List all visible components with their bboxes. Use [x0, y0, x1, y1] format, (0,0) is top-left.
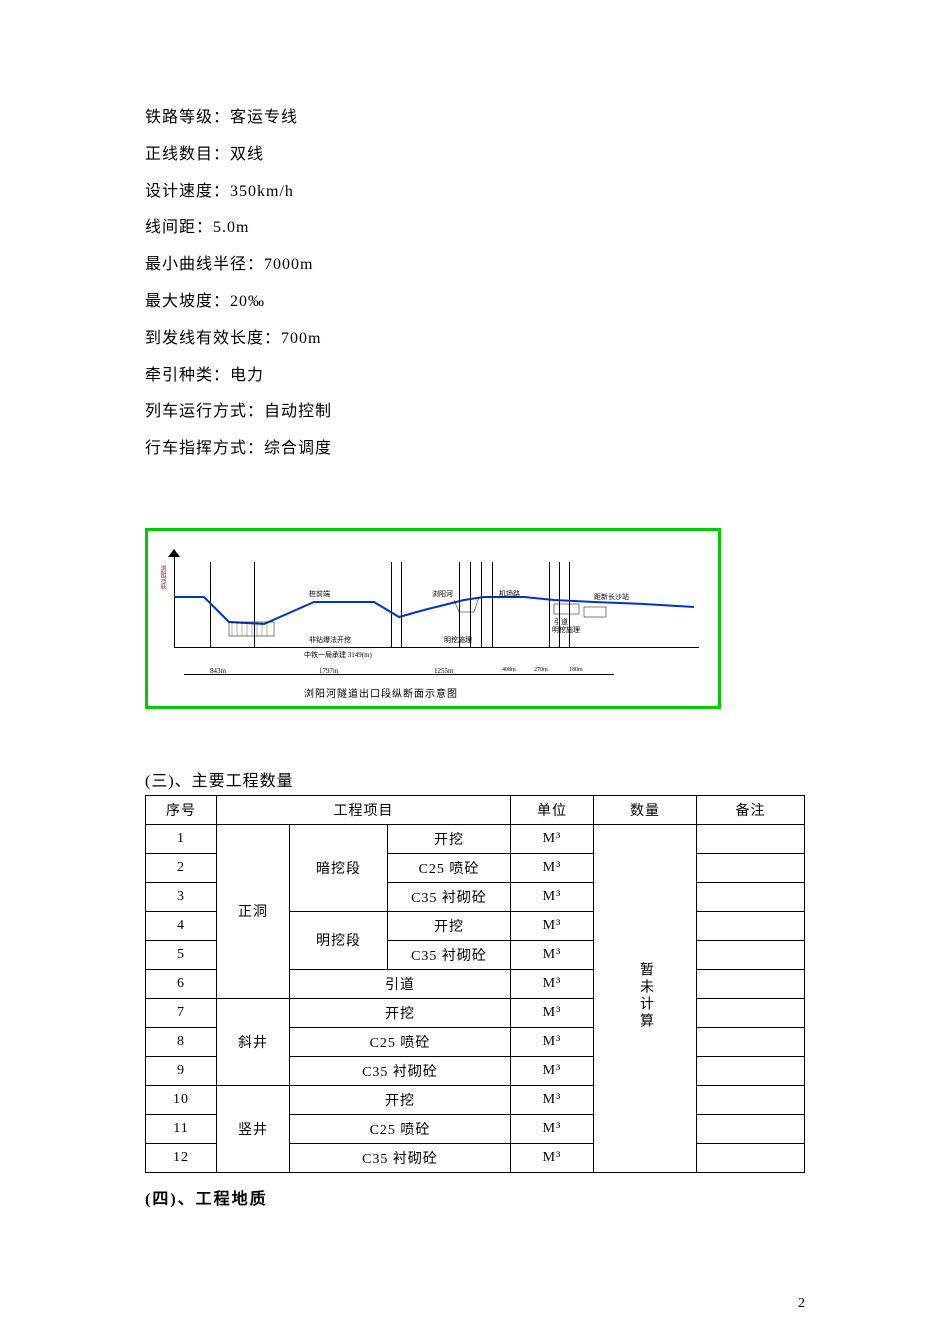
- spec-line: 最小曲线半径：7000m: [145, 247, 805, 284]
- cell-note: [697, 969, 805, 998]
- cell-no: 3: [146, 882, 217, 911]
- spec-line: 铁路等级：客运专线: [145, 100, 805, 137]
- dim: 1797m: [319, 667, 338, 675]
- cell-note: [697, 911, 805, 940]
- cell-unit: M³: [511, 1056, 594, 1085]
- cell-no: 6: [146, 969, 217, 998]
- th-note: 备注: [697, 795, 805, 824]
- cell-cat1: 斜井: [217, 998, 290, 1085]
- cell-note: [697, 1143, 805, 1172]
- diagram-label: 机场路: [499, 589, 520, 599]
- cell-no: 10: [146, 1085, 217, 1114]
- cell-item: C25 喷砼: [388, 853, 511, 882]
- cell-unit: M³: [511, 824, 594, 853]
- cell-no: 12: [146, 1143, 217, 1172]
- dim: 270m: [534, 667, 548, 673]
- th-no: 序号: [146, 795, 217, 824]
- spec-list: 铁路等级：客运专线 正线数目：双线 设计速度：350km/h 线间距：5.0m …: [145, 100, 805, 468]
- cell-no: 4: [146, 911, 217, 940]
- spec-line: 牵引种类：电力: [145, 358, 805, 395]
- diagram-label: 距新长沙站: [594, 592, 629, 602]
- dim: 1255m: [434, 667, 453, 675]
- cell-no: 11: [146, 1114, 217, 1143]
- cell-item: C25 喷砼: [290, 1114, 511, 1143]
- cell-no: 8: [146, 1027, 217, 1056]
- cell-unit: M³: [511, 1143, 594, 1172]
- cell-unit: M³: [511, 882, 594, 911]
- cell-no: 5: [146, 940, 217, 969]
- section-4-title: (四)、工程地质: [145, 1185, 805, 1209]
- spec-line: 最大坡度：20‰: [145, 284, 805, 321]
- dim: 843m: [210, 667, 226, 675]
- cell-note: [697, 882, 805, 911]
- spec-line: 设计速度：350km/h: [145, 174, 805, 211]
- cell-item: 开挖: [388, 824, 511, 853]
- spec-line: 行车指挥方式：综合调度: [145, 431, 805, 468]
- cell-item: C25 喷砼: [290, 1027, 511, 1056]
- cell-item: 开挖: [290, 1085, 511, 1114]
- cell-cat2: 暗挖段: [290, 824, 388, 911]
- cell-note: [697, 1056, 805, 1085]
- cell-note: [697, 853, 805, 882]
- cell-item: C35 衬砌砼: [290, 1143, 511, 1172]
- spec-line: 线间距：5.0m: [145, 210, 805, 247]
- cell-note: [697, 1114, 805, 1143]
- dim: 408m: [502, 667, 516, 673]
- cell-item: 开挖: [290, 998, 511, 1027]
- cell-unit: M³: [511, 1027, 594, 1056]
- cell-unit: M³: [511, 1085, 594, 1114]
- th-item: 工程项目: [217, 795, 511, 824]
- diagram-label: 浏阳河: [432, 589, 453, 599]
- cell-unit: M³: [511, 853, 594, 882]
- diagram-label: 非钻爆法开挖: [309, 635, 351, 645]
- tunnel-longitudinal-diagram: 浏阳河底 桩前端 浏阳河 机场路 距新长沙站 非钻爆法开挖 明挖施理 引道 明挖…: [145, 528, 721, 709]
- section-3-title: (三)、主要工程数量: [145, 767, 805, 791]
- cell-cat1: 正洞: [217, 824, 290, 998]
- diagram-label: 明挖施理: [552, 625, 580, 635]
- cell-item: 开挖: [388, 911, 511, 940]
- cell-unit: M³: [511, 940, 594, 969]
- cell-unit: M³: [511, 998, 594, 1027]
- cell-qty: 暂未计算: [594, 824, 697, 1172]
- dim: 180m: [569, 667, 583, 673]
- spec-line: 列车运行方式：自动控制: [145, 394, 805, 431]
- cell-note: [697, 1085, 805, 1114]
- cell-no: 2: [146, 853, 217, 882]
- cell-note: [697, 998, 805, 1027]
- cell-note: [697, 824, 805, 853]
- th-qty: 数量: [594, 795, 697, 824]
- cell-note: [697, 940, 805, 969]
- cell-item: 引道: [290, 969, 511, 998]
- cell-note: [697, 1027, 805, 1056]
- th-unit: 单位: [511, 795, 594, 824]
- cell-no: 9: [146, 1056, 217, 1085]
- page-number: 2: [798, 1296, 805, 1312]
- cell-cat2: 明挖段: [290, 911, 388, 969]
- diagram-caption: 浏阳河隧道出口段纵断面示意图: [304, 685, 458, 700]
- cell-no: 7: [146, 998, 217, 1027]
- spec-line: 到发线有效长度：700m: [145, 321, 805, 358]
- diagram-label: 明挖施理: [444, 635, 472, 645]
- cell-unit: M³: [511, 1114, 594, 1143]
- cell-cat1: 竖井: [217, 1085, 290, 1172]
- cell-unit: M³: [511, 969, 594, 998]
- cell-unit: M³: [511, 911, 594, 940]
- quantities-table: 序号 工程项目 单位 数量 备注 1 正洞 暗挖段 开挖 M³ 暂未计算 2 C…: [145, 795, 805, 1173]
- spec-line: 正线数目：双线: [145, 137, 805, 174]
- cell-item: C35 衬砌砼: [388, 882, 511, 911]
- diagram-label: 浏阳河底: [158, 565, 167, 589]
- diagram-label: 中铁一局承建 3149(m): [304, 650, 372, 660]
- cell-no: 1: [146, 824, 217, 853]
- diagram-label: 桩前端: [309, 589, 330, 599]
- cell-item: C35 衬砌砼: [388, 940, 511, 969]
- cell-item: C35 衬砌砼: [290, 1056, 511, 1085]
